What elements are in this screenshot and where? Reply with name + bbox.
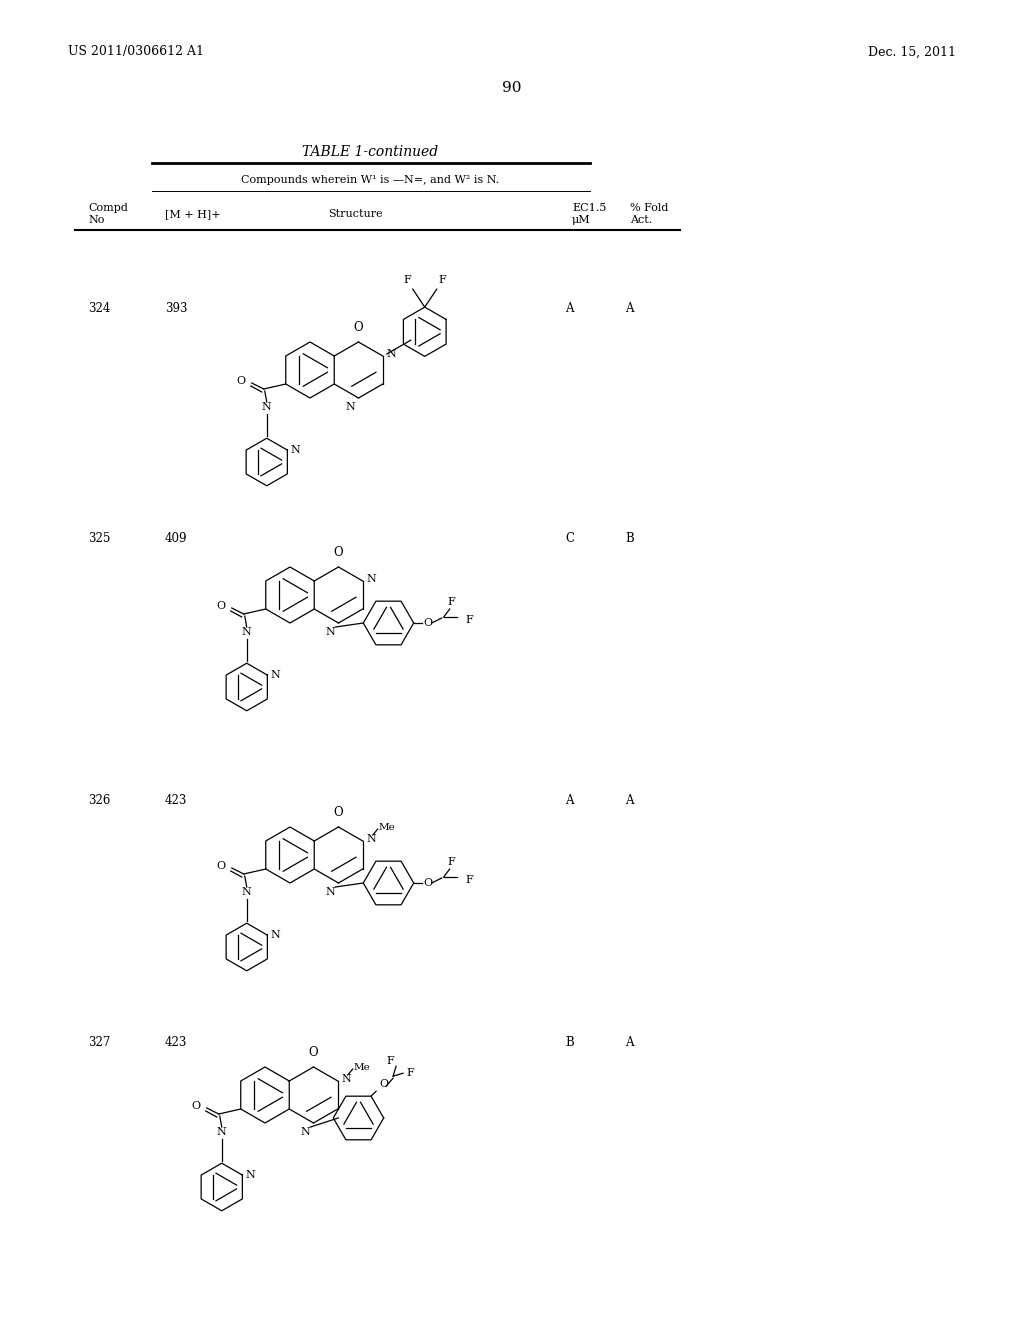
Text: O: O [191,1101,201,1111]
Text: A: A [565,301,573,314]
Text: 326: 326 [88,793,111,807]
Text: B: B [565,1036,573,1049]
Text: 327: 327 [88,1036,111,1049]
Text: 393: 393 [165,301,187,314]
Text: O: O [424,618,433,628]
Text: Me: Me [379,822,395,832]
Text: C: C [565,532,574,544]
Text: Me: Me [353,1063,371,1072]
Text: N: N [346,403,355,412]
Text: 423: 423 [165,1036,187,1049]
Text: No: No [88,215,104,224]
Text: O: O [237,376,246,385]
Text: N: N [342,1074,351,1084]
Text: EC1.5: EC1.5 [572,203,606,213]
Text: 423: 423 [165,793,187,807]
Text: 409: 409 [165,532,187,544]
Text: F: F [447,597,456,607]
Text: O: O [334,546,343,558]
Text: A: A [625,1036,634,1049]
Text: N: N [387,348,396,359]
Text: 90: 90 [502,81,522,95]
Text: O: O [308,1045,318,1059]
Text: N: N [367,574,377,583]
Text: N: N [246,1170,255,1180]
Text: N: N [242,887,252,898]
Text: A: A [625,301,634,314]
Text: 324: 324 [88,301,111,314]
Text: N: N [217,1127,226,1137]
Text: N: N [270,931,281,940]
Text: Compounds wherein W¹ is —N=, and W² is N.: Compounds wherein W¹ is —N=, and W² is N… [241,176,499,185]
Text: F: F [438,275,446,285]
Text: A: A [625,793,634,807]
Text: US 2011/0306612 A1: US 2011/0306612 A1 [68,45,204,58]
Text: O: O [379,1080,388,1089]
Text: O: O [424,878,433,888]
Text: TABLE 1-continued: TABLE 1-continued [302,145,438,158]
Text: F: F [386,1056,394,1067]
Text: A: A [565,793,573,807]
Text: % Fold: % Fold [630,203,669,213]
Text: O: O [353,321,364,334]
Text: B: B [625,532,634,544]
Text: N: N [301,1127,310,1137]
Text: F: F [466,615,473,624]
Text: N: N [326,887,336,898]
Text: N: N [270,671,281,680]
Text: Compd: Compd [88,203,128,213]
Text: N: N [291,445,300,455]
Text: O: O [217,601,225,611]
Text: Structure: Structure [328,209,382,219]
Text: μM: μM [572,215,591,224]
Text: F: F [447,857,456,867]
Text: N: N [262,403,271,412]
Text: N: N [326,627,336,638]
Text: O: O [217,861,225,871]
Text: N: N [367,834,377,843]
Text: Act.: Act. [630,215,652,224]
Text: F: F [466,875,473,884]
Text: Dec. 15, 2011: Dec. 15, 2011 [868,45,956,58]
Text: F: F [403,275,411,285]
Text: N: N [242,627,252,638]
Text: F: F [407,1068,414,1078]
Text: O: O [334,807,343,818]
Text: [M + H]+: [M + H]+ [165,209,220,219]
Text: 325: 325 [88,532,111,544]
